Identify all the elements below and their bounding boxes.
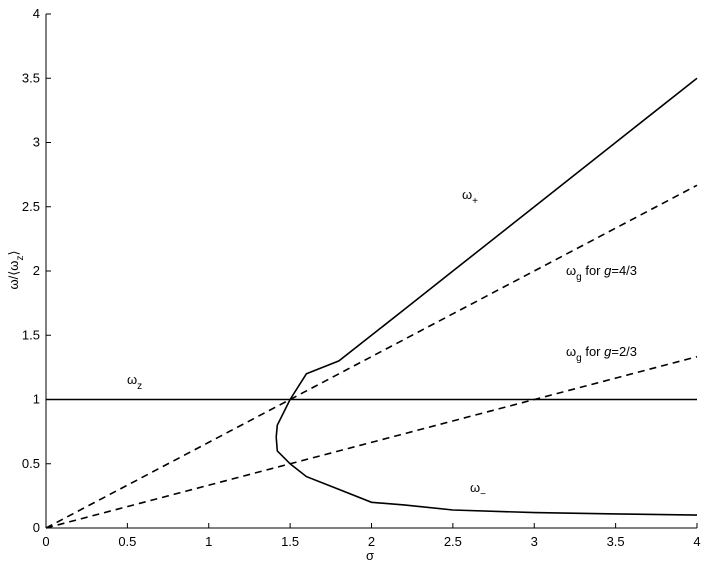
x-tick-label: 0.5 <box>118 534 136 549</box>
x-axis-title: σ <box>366 548 374 563</box>
axes: 0 0.5 1 1.5 2 2.5 3 3.5 4 0 0.5 1 1.5 2 2.5 3 3.5 4 <box>22 6 701 549</box>
y-tick-label: 3.5 <box>22 70 40 85</box>
x-tick-label: 2.5 <box>444 534 462 549</box>
y-tick-label: 1.5 <box>22 327 40 342</box>
series-layer <box>45 77 698 529</box>
series-omega-plus <box>275 77 698 438</box>
x-tick-label: 1 <box>205 534 212 549</box>
annotation-omega-g-2-3: ωg for g=2/3 <box>566 344 637 364</box>
y-tick-label: 2.5 <box>22 199 40 214</box>
y-axis-title: ω/⟨ωz⟩ <box>6 250 26 289</box>
series-omega-g-4-3 <box>45 184 698 529</box>
y-tick-label: 2 <box>33 263 40 278</box>
annotation-omega-g-4-3: ωg for g=4/3 <box>566 263 637 283</box>
y-tick-label: 1 <box>33 392 40 407</box>
series-omega-g-2-3 <box>45 355 698 529</box>
x-tick-label: 1.5 <box>281 534 299 549</box>
x-tick-label: 0 <box>42 534 49 549</box>
x-tick-label: 4 <box>693 534 700 549</box>
annotation-omega-z: ωz <box>127 372 142 392</box>
y-tick-label: 3 <box>33 135 40 150</box>
x-tick-label: 3.5 <box>607 534 625 549</box>
y-tick-label: 0.5 <box>22 456 40 471</box>
y-tick-label: 4 <box>33 6 40 21</box>
x-tick-label: 2 <box>368 534 375 549</box>
annotation-omega-minus: ω− <box>470 480 486 500</box>
y-tick-label: 0 <box>33 520 40 535</box>
series-omega-minus <box>275 437 698 516</box>
x-tick-label: 3 <box>531 534 538 549</box>
labels-layer: ω+ ω− ωz ωg for g=4/3 ωg for g=2/3 σ ω/⟨… <box>6 187 637 563</box>
annotation-omega-plus: ω+ <box>462 187 478 207</box>
